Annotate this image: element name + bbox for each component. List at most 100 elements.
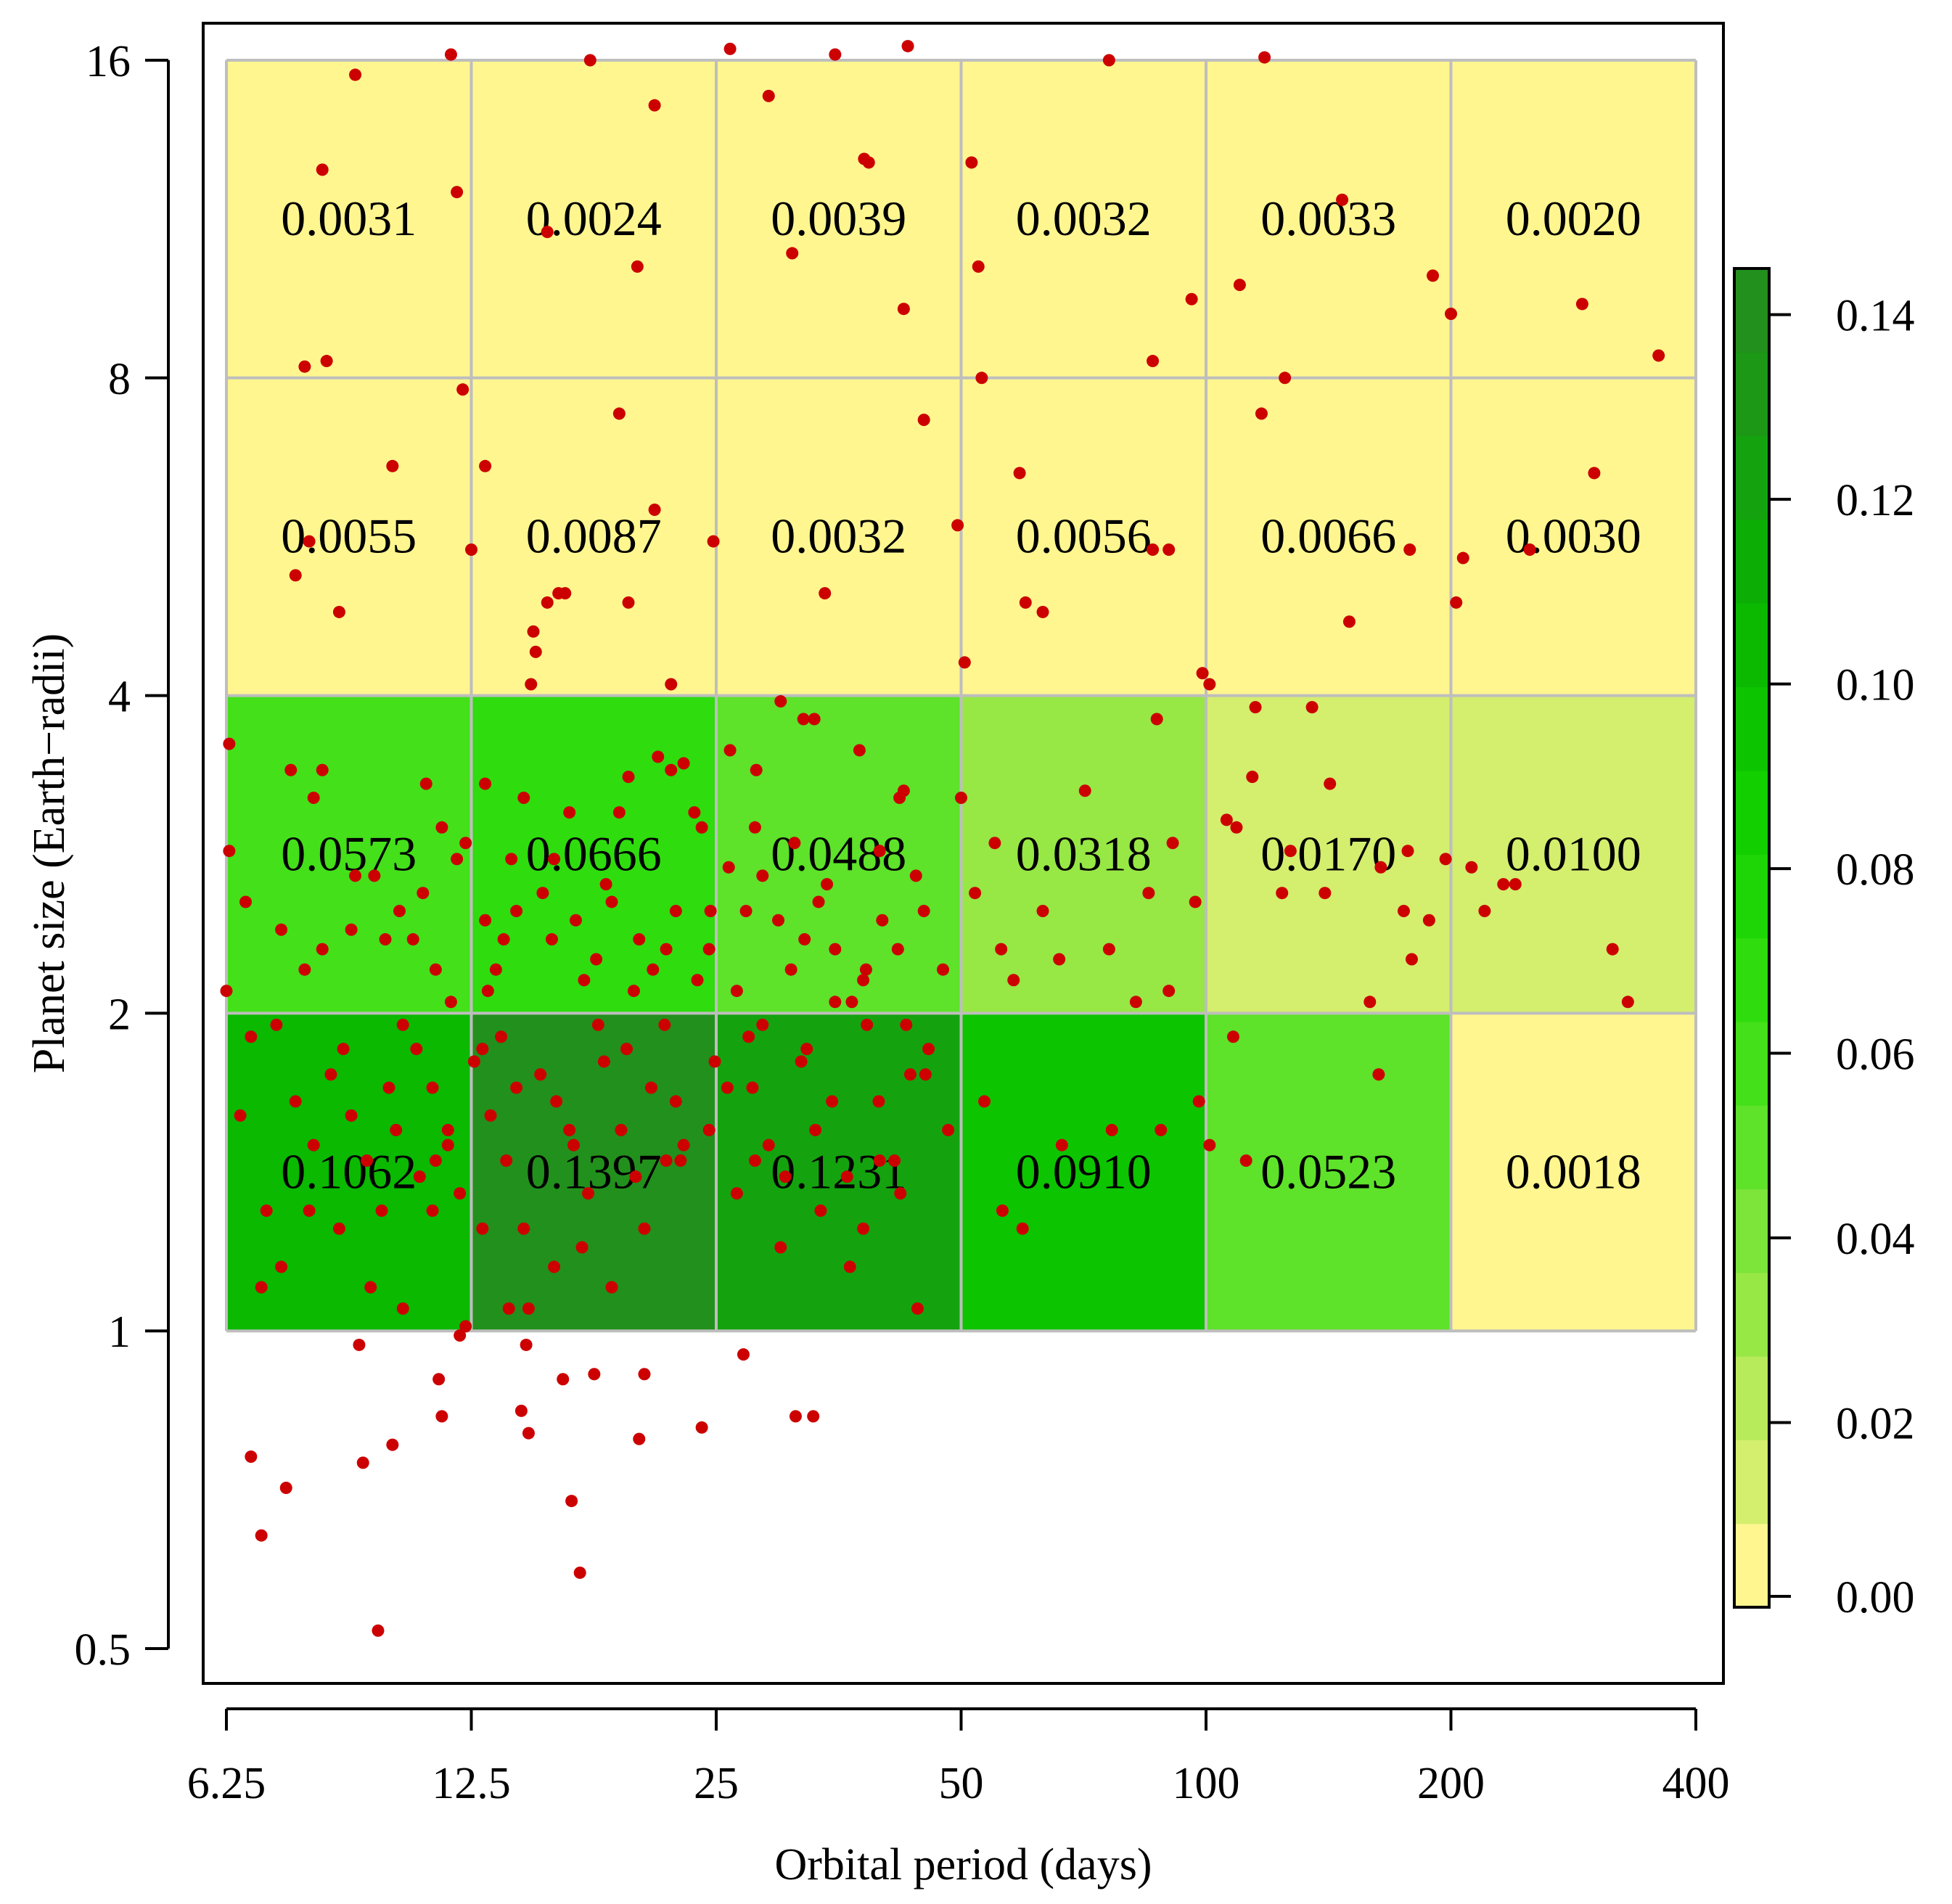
planet-point <box>911 1302 924 1315</box>
planet-point <box>590 953 603 966</box>
planet-point <box>605 1281 618 1294</box>
planet-point <box>364 1281 377 1294</box>
planet-point <box>826 1095 839 1108</box>
planet-point <box>441 1123 454 1136</box>
planet-point <box>548 853 561 866</box>
planet-point <box>859 963 872 976</box>
planet-point <box>1150 713 1163 726</box>
y-tick-label: 2 <box>108 990 131 1039</box>
cell-value-label: 0.0910 <box>1016 1144 1152 1199</box>
planet-point <box>677 757 690 770</box>
planet-point <box>669 904 682 917</box>
planet-point <box>620 1043 633 1056</box>
heatmap-cell <box>1451 1013 1696 1331</box>
planet-point <box>429 1154 442 1168</box>
planet-point <box>1445 308 1457 321</box>
y-tick-label: 1 <box>108 1308 131 1357</box>
colorbar-swatch <box>1734 1356 1769 1440</box>
x-tick-label: 12.5 <box>432 1759 511 1808</box>
planet-point <box>665 678 678 691</box>
planet-point <box>897 784 910 797</box>
planet-point <box>459 837 472 850</box>
planet-point <box>691 974 704 987</box>
planet-point <box>942 1123 955 1136</box>
planet-point <box>479 914 492 927</box>
planet-point <box>563 806 576 819</box>
planet-point <box>578 974 591 987</box>
cell-value-label: 0.0033 <box>1260 191 1396 246</box>
heatmap-cell <box>226 377 472 696</box>
planet-point <box>368 869 381 882</box>
planet-point <box>545 933 558 946</box>
colorbar-tick-label: 0.12 <box>1836 476 1915 525</box>
planet-point <box>748 821 761 834</box>
colorbar-frame <box>1733 267 1771 1609</box>
planet-point <box>707 535 720 548</box>
planet-point <box>517 792 530 805</box>
planet-point <box>270 1018 283 1031</box>
planet-point <box>529 645 542 658</box>
planet-point <box>245 1450 258 1464</box>
planet-point <box>695 821 708 834</box>
planet-point <box>708 1055 721 1068</box>
planet-point <box>1226 1030 1239 1043</box>
colorbar-swatch <box>1734 1021 1769 1106</box>
planet-point <box>622 771 635 784</box>
plot-frame <box>202 22 1725 1685</box>
colorbar-swatch <box>1734 770 1769 855</box>
planet-point <box>583 54 596 67</box>
planet-point <box>814 1204 827 1217</box>
planet-point <box>426 1081 439 1094</box>
planet-point <box>510 1081 523 1094</box>
planet-point <box>476 1222 489 1235</box>
planet-point <box>917 904 930 917</box>
planet-point <box>1196 667 1209 680</box>
cell-value-label: 0.0032 <box>771 509 906 564</box>
planet-point <box>774 1241 787 1254</box>
planet-point <box>1255 407 1268 420</box>
planet-point <box>1142 887 1155 900</box>
planet-point <box>417 887 430 900</box>
cell-value-label: 0.0032 <box>1016 191 1152 246</box>
planet-point <box>1342 615 1356 628</box>
planet-point <box>857 974 870 987</box>
planet-point <box>1019 596 1032 609</box>
planet-point <box>332 605 345 618</box>
planet-point <box>303 1204 316 1217</box>
planet-point <box>1036 605 1049 618</box>
planet-point <box>465 543 477 556</box>
planet-point <box>660 943 673 956</box>
planet-point <box>522 1302 535 1315</box>
planet-point <box>1078 784 1091 797</box>
planet-point <box>454 1187 467 1200</box>
planet-point <box>316 943 329 956</box>
planet-point <box>569 914 582 927</box>
heatmap-cell <box>716 695 961 1014</box>
planet-point <box>441 1138 454 1152</box>
planet-point <box>807 1410 820 1423</box>
planet-point <box>372 1624 385 1637</box>
planet-point <box>451 853 464 866</box>
x-tick-label: 400 <box>1662 1759 1730 1808</box>
planet-point <box>951 519 964 532</box>
heatmap-cell <box>961 377 1206 696</box>
planet-point <box>353 1338 366 1351</box>
planet-point <box>1456 551 1469 565</box>
colorbar-swatch <box>1734 937 1769 1022</box>
planet-point <box>702 1123 715 1136</box>
planet-point <box>298 360 311 373</box>
heatmap-cell <box>716 60 961 378</box>
planet-point <box>704 904 717 917</box>
planet-point <box>1105 1123 1118 1136</box>
planet-point <box>965 156 978 169</box>
planet-point <box>1575 298 1588 311</box>
cell-value-label: 0.0170 <box>1260 826 1396 882</box>
planet-point <box>567 1138 581 1152</box>
planet-point <box>1497 878 1510 891</box>
planet-point <box>1220 813 1233 826</box>
planet-point <box>1652 349 1665 362</box>
planet-point <box>565 1495 578 1508</box>
planet-point <box>1162 543 1176 556</box>
planet-point <box>808 713 821 726</box>
cell-value-label: 0.1231 <box>771 1144 906 1199</box>
